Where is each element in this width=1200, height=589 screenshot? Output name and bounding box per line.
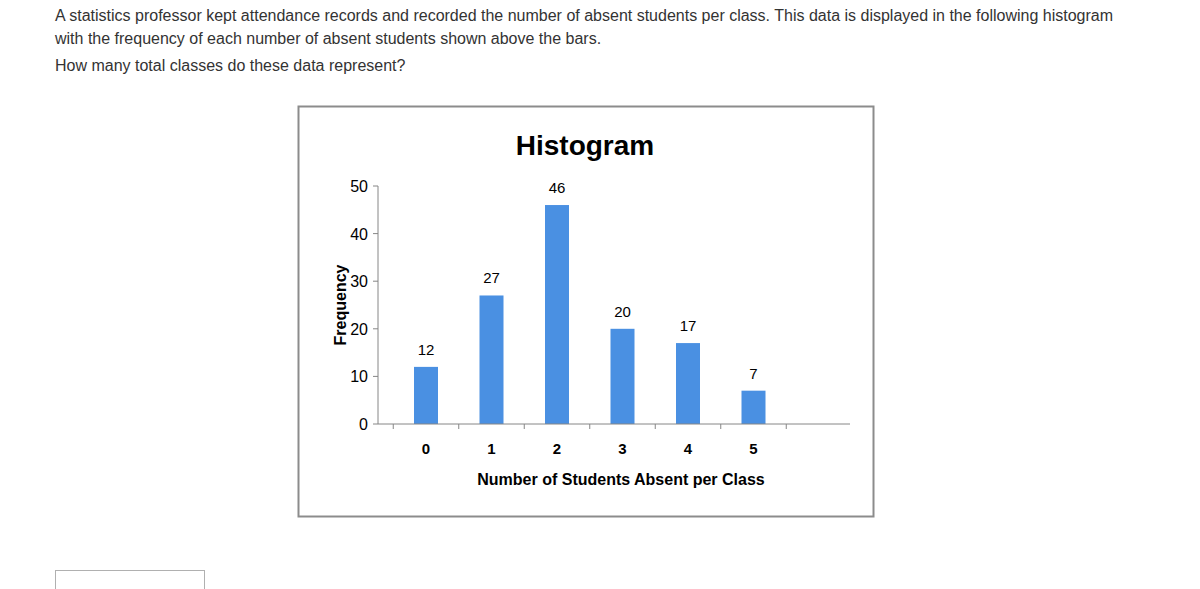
x-tick: [393, 424, 394, 429]
x-axis: [378, 424, 850, 425]
y-tick-label: 30: [350, 273, 368, 290]
bar: [742, 391, 766, 424]
x-axis-label: Number of Students Absent per Class: [477, 471, 765, 488]
chart-frame: [299, 107, 874, 517]
x-tick-label: 1: [487, 440, 495, 457]
answer-input[interactable]: [55, 570, 205, 589]
y-tick-label: 10: [350, 368, 368, 385]
data-label: 20: [614, 303, 631, 320]
x-tick-label: 5: [749, 440, 757, 457]
y-tick-label: 0: [359, 416, 368, 433]
x-tick-label: 4: [684, 440, 693, 457]
x-tick: [458, 424, 459, 429]
y-tick: [373, 281, 378, 282]
y-axis: [378, 186, 379, 424]
y-tick: [373, 186, 378, 187]
question: A statistics professor kept attendance r…: [55, 4, 1130, 77]
x-tick: [720, 424, 721, 429]
bar: [480, 295, 504, 424]
data-label: 46: [549, 179, 566, 196]
y-axis-label: Frequency: [332, 264, 349, 345]
x-tick-label: 3: [618, 440, 626, 457]
bar: [676, 343, 700, 424]
y-tick: [373, 424, 378, 425]
y-tick: [373, 233, 378, 234]
x-tick: [655, 424, 656, 429]
y-tick-label: 50: [350, 178, 368, 195]
y-tick: [373, 376, 378, 377]
data-label: 17: [680, 317, 697, 334]
x-tick-label: 2: [553, 440, 561, 457]
chart: Histogram0102030405001234512274620177Num…: [0, 0, 1200, 589]
bar: [545, 205, 569, 424]
data-label: 12: [418, 341, 435, 358]
data-label: 7: [749, 365, 757, 382]
title: Histogram: [516, 130, 654, 161]
data-label: 27: [483, 269, 500, 286]
bar: [414, 367, 438, 424]
y-tick: [373, 328, 378, 329]
x-tick: [589, 424, 590, 429]
question-text: How many total classes do these data rep…: [55, 54, 1130, 77]
x-tick: [786, 424, 787, 429]
bar: [611, 329, 635, 424]
x-tick: [524, 424, 525, 429]
y-tick-label: 20: [350, 321, 368, 338]
question-text: A statistics professor kept attendance r…: [55, 4, 1130, 50]
x-tick-label: 0: [422, 440, 430, 457]
y-tick-label: 40: [350, 226, 368, 243]
